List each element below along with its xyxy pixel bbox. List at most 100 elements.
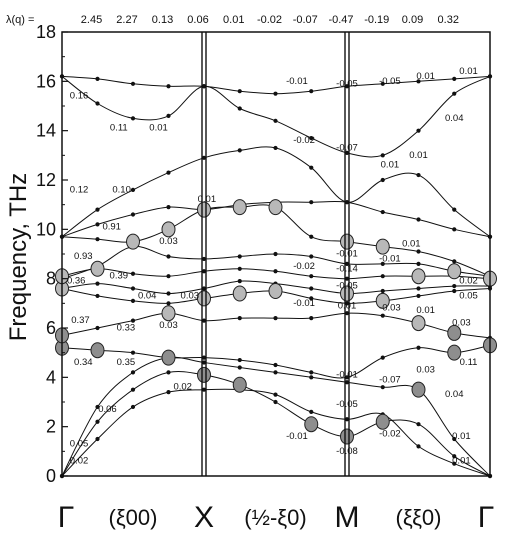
x-symbol-1: X [194,501,214,534]
branch-8-point-8 [344,261,350,266]
branch-0-point-10 [416,444,421,449]
branch-13-point-5 [237,89,242,94]
x-axis: Γ X M Γ (ξ00) (½-ξ0) (ξξ0) [58,501,495,534]
lambda-annotation-5: 0.01 [198,194,217,205]
lambda-annotation-0: 0.16 [70,91,89,102]
y-tick-label-7: 14 [36,121,56,141]
branch-7-point-3 [166,274,171,279]
lambda-annotation-44: 0.05 [70,438,89,449]
lambda-annotation-12: 0.04 [445,113,464,124]
branch-13-point-1 [95,76,100,81]
branch-11-point-2 [130,187,136,192]
highlight-marker-20 [375,292,390,309]
branch-6-point-1 [95,281,100,286]
branch-11-point-4 [201,155,207,160]
y-tick-label-2: 4 [46,367,56,387]
branch-13-point-6 [273,91,278,96]
branch-3-point-7 [309,370,314,375]
lambda-annotation-18: 0.93 [74,251,93,262]
branch-7-point-5 [237,266,242,271]
branch-0-point-6 [273,392,278,397]
branch-4-point-8 [344,311,350,316]
branch-12-point-2 [130,116,136,121]
branch-10-point-9 [380,209,385,215]
branch-3-point-9 [380,355,385,360]
lambda-annotation-25: 0.03 [159,320,178,331]
branch-1-point-3 [166,370,171,375]
branch-8-point-3 [166,254,171,259]
y-tick-label-1: 2 [46,417,56,437]
highlight-marker-6 [340,428,354,445]
branch-2-point-5 [237,365,242,370]
branch-4-point-1 [95,325,100,331]
branch-4-point-5 [237,316,242,321]
y-tick-label-9: 18 [36,22,56,42]
lambda-annotation-52: -0.02 [379,429,401,440]
y-tick-label-3: 6 [46,318,56,338]
highlight-marker-1 [90,342,105,359]
lambda-annotation-48: 0.03 [416,364,435,375]
branch-3-point-2 [130,350,136,355]
branch-7-point-7 [309,274,314,279]
branch-4-point-7 [309,316,314,321]
lambda-annotation-19: 0.39 [110,271,129,282]
branch-1-point-11 [452,454,457,459]
branch-12-point-3 [166,113,171,118]
highlight-marker-23 [411,268,426,285]
branch-7-point-6 [273,269,278,274]
branch-6-point-5 [237,279,242,284]
branch-1-point-1 [95,419,100,424]
branch-13-point-9 [380,81,385,86]
lambda-annotation-15: 0.01 [409,150,428,161]
lambda-annotation-35: 0.05 [459,290,478,301]
highlight-marker-32 [375,238,390,255]
branch-12-point-6 [273,118,278,123]
branch-2-point-9 [380,385,385,390]
branch-8-point-9 [380,261,385,266]
x-direction-2: (ξξ0) [396,505,442,530]
lambda-value-0: 2.45 [81,14,102,26]
highlight-marker-13 [411,315,426,332]
branch-10-point-10 [416,217,421,222]
y-tick-label-0: 0 [46,466,56,486]
branch-line-12 [61,75,491,158]
branch-3-point-4 [201,355,207,360]
lambda-value-1: 2.27 [116,14,137,26]
lambda-row: λ(q) = 2.45 2.27 0.13 0.06 0.01 -0.02 -0.07 -0.… [6,14,459,26]
branch-4-point-6 [273,316,278,321]
branch-0-point-1 [95,436,100,442]
highlight-marker-29 [232,199,247,216]
lambda-annotation-1: 0.11 [110,123,128,134]
lambda-annotation-8: -0.05 [379,76,401,87]
branch-6-point-9 [380,288,385,294]
branch-5-point-2 [130,298,136,303]
lambda-value-6: -0.07 [293,14,318,26]
branch-10-point-11 [452,227,457,232]
lambda-annotation-27: 0.35 [117,357,136,368]
highlight-marker-31 [340,233,354,250]
branch-11-point-6 [273,145,278,151]
lambda-value-10: 0.32 [438,14,459,26]
lambda-annotation-31: -0.05 [336,281,358,292]
branch-2-point-2 [130,370,136,375]
branch-8-point-10 [416,261,421,266]
lambda-annotation-39: 0.01 [416,305,435,316]
branch-13-point-10 [416,79,421,84]
lambda-annotation-45: 0.02 [70,456,89,467]
lambda-annotation-32: -0.01 [379,253,401,264]
highlight-marker-19 [340,285,354,302]
lambda-annotation-38: -0.03 [379,303,401,314]
lambda-annotation-26: 0.34 [74,357,93,368]
lambda-annotation-13: -0.07 [336,142,358,153]
branch-6-point-4 [201,286,207,291]
branch-11-point-11 [452,207,457,212]
branch-3-point-5 [237,357,242,363]
branch-13-point-11 [452,76,457,81]
lambda-annotation-14: 0.01 [381,160,400,171]
branch-11-point-10 [416,172,421,178]
branch-2-point-4 [201,360,207,365]
x-direction-1: (½-ξ0) [244,505,306,530]
branch-7-point-4 [201,269,207,274]
highlight-marker-4 [232,376,247,393]
